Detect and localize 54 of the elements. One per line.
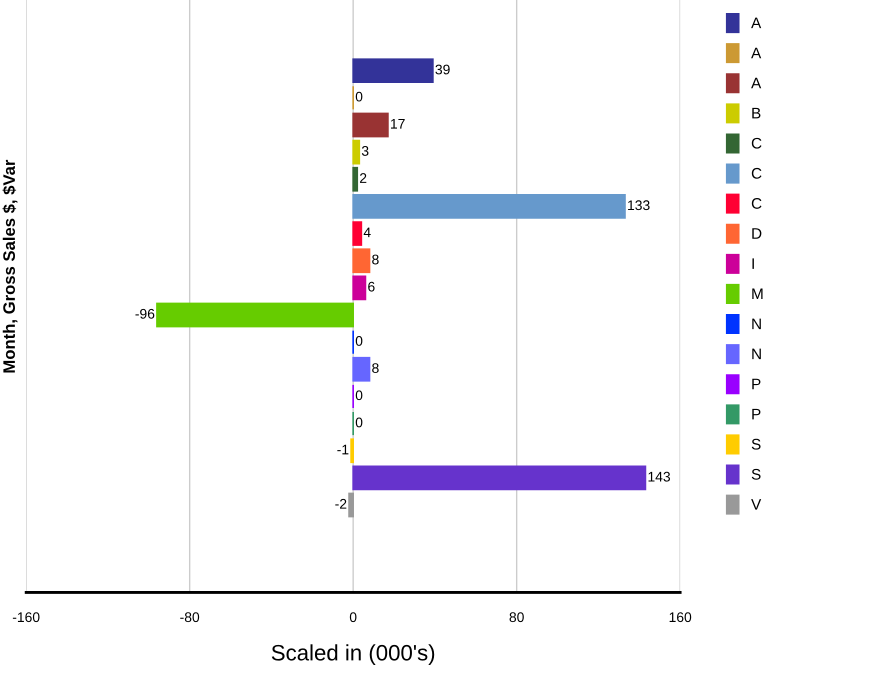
x-tick-label: 80	[510, 612, 524, 622]
data-label: 6	[368, 282, 375, 292]
legend-label: D	[752, 228, 762, 239]
x-tick-label: 0	[350, 612, 356, 622]
legend-label: C	[752, 138, 762, 149]
data-label: -2	[335, 498, 346, 509]
bar	[352, 140, 360, 164]
data-label: 143	[648, 472, 670, 482]
x-axis-title: Scaled in (000's)	[272, 644, 434, 665]
bar	[352, 112, 389, 138]
bar	[352, 58, 434, 84]
data-label: 0	[356, 336, 362, 346]
data-label: 4	[364, 228, 371, 238]
legend-label: N	[752, 318, 761, 330]
legend-label: M	[752, 288, 763, 299]
legend-label: P	[752, 378, 760, 390]
bar	[352, 221, 362, 246]
y-axis-title: Month, Gross Sales $, $Var	[2, 160, 18, 372]
x-tick-label: -80	[180, 612, 200, 622]
bar	[156, 302, 354, 328]
legend-label: S	[752, 468, 761, 480]
bar	[352, 466, 646, 490]
data-label: 8	[372, 254, 379, 264]
legend-label: C	[752, 198, 762, 209]
legend-label: S	[752, 438, 761, 450]
data-label: 0	[356, 417, 362, 428]
legend-label: A	[751, 18, 762, 28]
legend-label: A	[751, 48, 762, 58]
legend-label: A	[751, 78, 762, 88]
x-tick-label: -160	[12, 612, 40, 622]
bar	[352, 166, 358, 192]
data-label: 8	[372, 363, 379, 374]
legend-label: I	[752, 258, 754, 269]
legend-label: P	[752, 408, 760, 420]
legend-label: N	[752, 348, 761, 360]
data-label: 133	[628, 200, 650, 210]
data-label: 0	[356, 92, 362, 102]
x-tick-label: 160	[670, 612, 692, 622]
legend-label: B	[752, 108, 760, 118]
bar	[352, 356, 370, 382]
data-label: -1	[337, 444, 348, 454]
bar	[350, 438, 354, 464]
bar	[352, 194, 626, 219]
data-label: -96	[135, 308, 154, 319]
legend-label: V	[751, 499, 762, 510]
legend-label: C	[752, 168, 762, 179]
data-label: 17	[391, 119, 405, 129]
data-label: 39	[435, 64, 450, 74]
bar	[352, 275, 366, 300]
data-label: 3	[362, 146, 368, 156]
data-label: 0	[356, 390, 362, 400]
bar	[348, 492, 354, 518]
bar	[352, 248, 370, 274]
data-label: 2	[360, 173, 366, 183]
